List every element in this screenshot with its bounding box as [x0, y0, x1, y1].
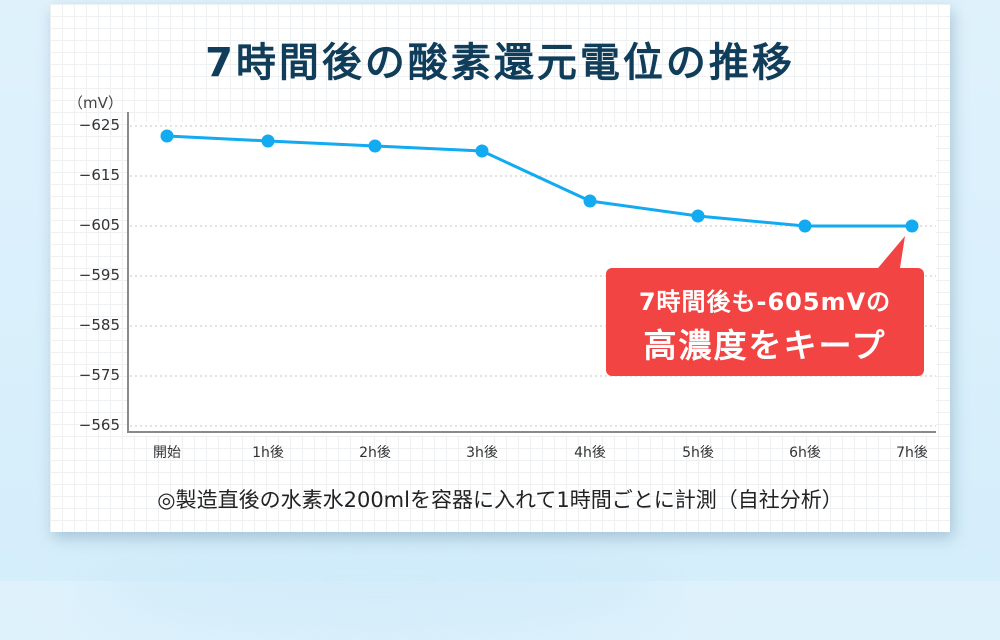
- axes: [127, 112, 936, 433]
- data-line: [166, 134, 912, 228]
- callout-line-2: 高濃度をキープ: [643, 326, 887, 365]
- x-tick-label: 7h後: [896, 445, 928, 461]
- y-tick-label: −625: [78, 116, 120, 134]
- data-point: [691, 209, 705, 223]
- chart-title: 7時間後の酸素還元電位の推移: [205, 40, 795, 86]
- y-tick-label: −595: [78, 266, 120, 284]
- callout-pointer: [878, 236, 905, 268]
- data-point: [261, 134, 275, 148]
- x-tick-label: 4h後: [574, 445, 606, 461]
- y-tick-label: −615: [78, 166, 120, 184]
- y-tick-label: −565: [78, 416, 120, 434]
- chart-caption: ◎製造直後の水素水200mlを容器に入れて1時間ごとに計測（自社分析）: [157, 488, 843, 512]
- y-tick-label: −585: [78, 316, 120, 334]
- x-tick-label: 2h後: [359, 445, 391, 461]
- data-point: [160, 129, 174, 143]
- y-tick-label: −575: [78, 366, 120, 384]
- data-point: [798, 219, 812, 233]
- callout-annotation: 7時間後も-605mVの 高濃度をキープ: [606, 268, 924, 376]
- x-tick-label: 開始: [153, 445, 181, 461]
- x-tick-label: 6h後: [789, 445, 821, 461]
- y-tick-label: −605: [78, 216, 120, 234]
- data-point: [905, 219, 919, 233]
- y-axis-unit-label: （mV）: [68, 94, 123, 112]
- x-tick-label: 3h後: [466, 445, 498, 461]
- x-tick-label: 5h後: [682, 445, 714, 461]
- data-point: [368, 139, 382, 153]
- data-point: [475, 144, 489, 158]
- data-point: [583, 194, 597, 208]
- callout-line-1: 7時間後も-605mVの: [638, 288, 892, 316]
- x-tick-label: 1h後: [252, 445, 284, 461]
- background-blob: [80, 520, 680, 640]
